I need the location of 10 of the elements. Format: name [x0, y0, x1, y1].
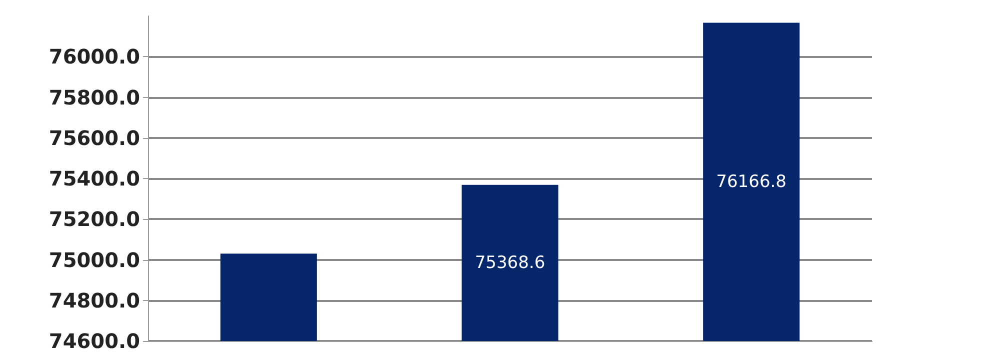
y-tick-label: 75800.0	[48, 85, 140, 110]
y-tick-label: 74600.0	[48, 329, 140, 353]
y-tick-label: 75000.0	[48, 248, 140, 272]
y-tick-label: 76000.0	[48, 44, 140, 69]
data-label: 75368.6	[474, 252, 546, 273]
y-tick-label: 75400.0	[48, 166, 140, 190]
y-tick-label: 75200.0	[48, 207, 140, 232]
y-tick-label: 75600.0	[48, 126, 140, 150]
y-tick-label: 74800.0	[48, 288, 140, 312]
data-label: 76166.8	[716, 172, 786, 192]
